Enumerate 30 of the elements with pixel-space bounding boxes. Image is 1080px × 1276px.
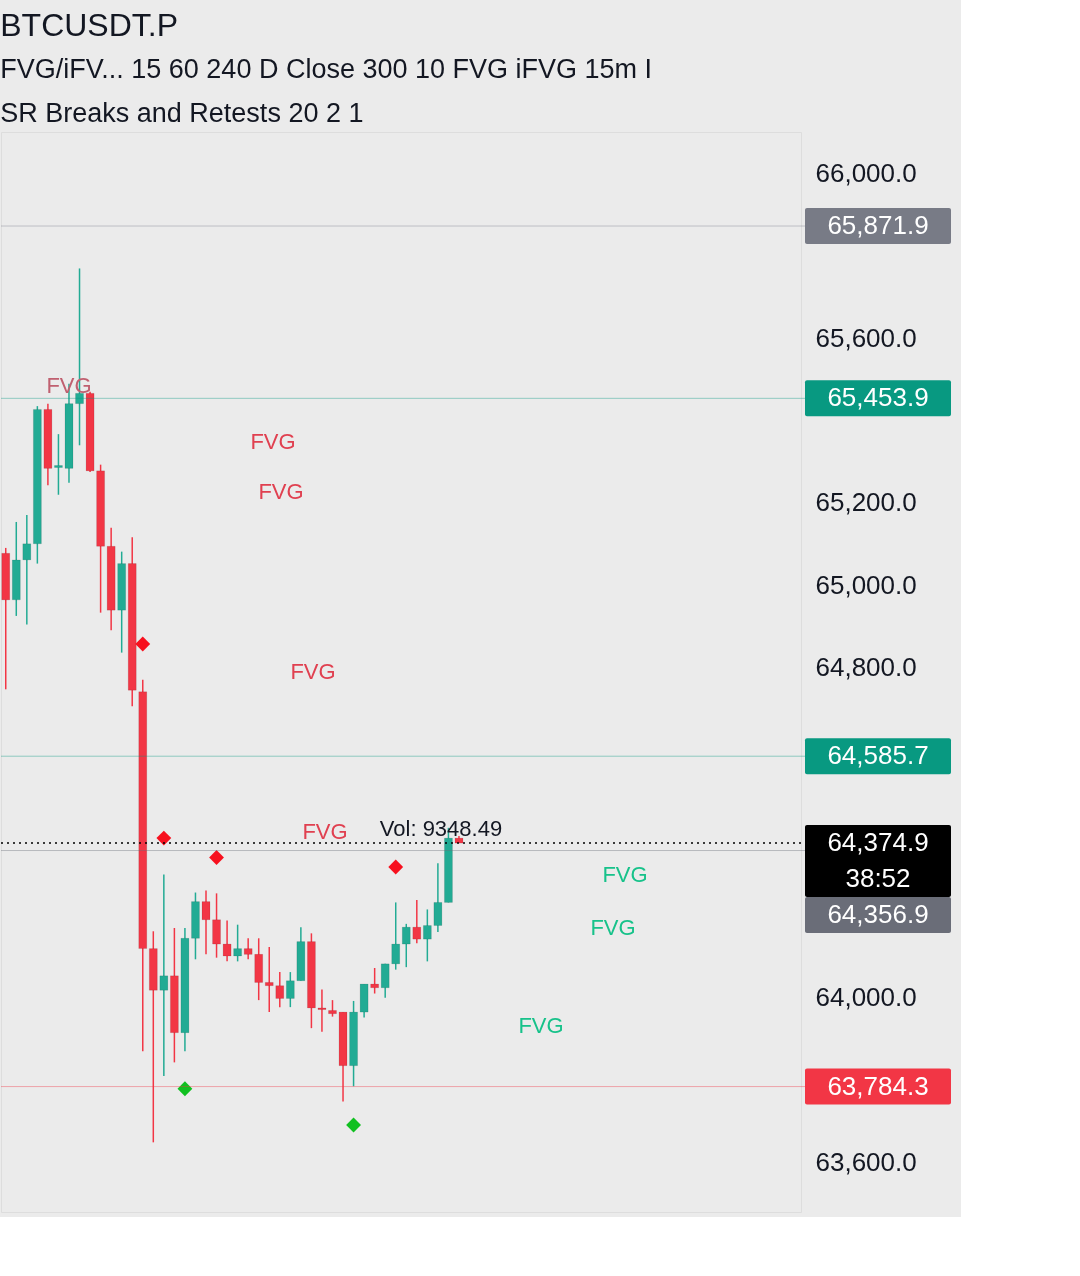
- y-tick-label: 65,600.0: [815, 322, 917, 353]
- point: [156, 830, 172, 846]
- point: [346, 1117, 361, 1133]
- ref-line-label: 64,585.7: [827, 740, 929, 771]
- annotation: FVG: [302, 818, 348, 844]
- annotation: FVG: [602, 862, 648, 888]
- text: SR Breaks and Retests 20 2 1: [0, 98, 364, 128]
- point: [209, 850, 224, 865]
- ref-line-label: 65,453.9: [827, 382, 929, 413]
- annotation: FVG: [250, 428, 296, 454]
- ref-line-label: 64,374.9 38:52: [827, 827, 929, 894]
- ref-line-label: 64,356.9: [827, 899, 929, 930]
- y-tick-label: 65,000.0: [815, 569, 917, 600]
- chart-title: BTCUSDT.P: [0, 7, 179, 43]
- annotation: FVG: [518, 1013, 564, 1039]
- text: FVG/iFV... 15 60 240 D Close 300 10 FVG iFVG 15m I: [0, 54, 653, 84]
- point: [177, 1081, 193, 1097]
- y-tick-label: 66,000.0: [815, 157, 917, 188]
- y-tick-label: 65,200.0: [815, 487, 917, 518]
- y-tick-label: 63,600.0: [815, 1147, 917, 1178]
- annotation: FVG: [590, 914, 636, 940]
- ref-line-label: 63,784.3: [827, 1070, 929, 1101]
- annotation: FVG: [258, 478, 304, 504]
- point: [388, 859, 404, 875]
- ref-line-label: 65,871.9: [827, 210, 929, 241]
- point: [135, 636, 151, 652]
- annotation: Vol: 9348.49: [379, 815, 503, 841]
- y-tick-label: 64,800.0: [815, 652, 917, 683]
- annotation: FVG: [290, 659, 336, 684]
- y-tick-label: 64,000.0: [815, 982, 917, 1013]
